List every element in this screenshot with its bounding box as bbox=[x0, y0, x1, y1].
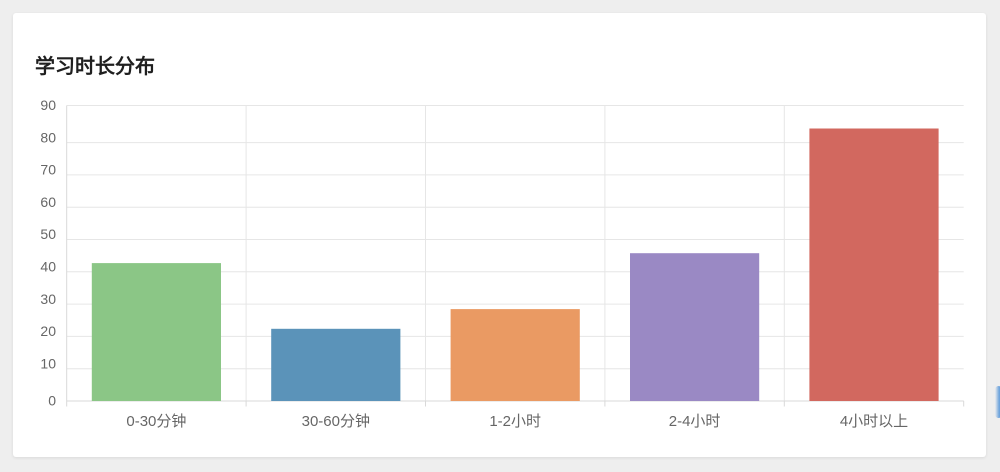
svg-text:0: 0 bbox=[48, 393, 56, 409]
svg-text:2-4小时: 2-4小时 bbox=[669, 413, 721, 430]
svg-text:60: 60 bbox=[40, 194, 56, 210]
svg-text:40: 40 bbox=[40, 259, 56, 275]
svg-text:20: 20 bbox=[40, 323, 56, 339]
svg-text:0-30分钟: 0-30分钟 bbox=[126, 413, 186, 430]
svg-text:80: 80 bbox=[40, 129, 56, 145]
svg-text:90: 90 bbox=[40, 97, 56, 113]
svg-text:4小时以上: 4小时以上 bbox=[840, 413, 908, 430]
svg-text:30-60分钟: 30-60分钟 bbox=[302, 413, 370, 430]
svg-text:50: 50 bbox=[40, 226, 56, 242]
svg-text:30: 30 bbox=[40, 291, 56, 307]
svg-text:10: 10 bbox=[40, 355, 56, 371]
svg-text:1-2小时: 1-2小时 bbox=[489, 413, 541, 430]
svg-text:70: 70 bbox=[40, 162, 56, 178]
